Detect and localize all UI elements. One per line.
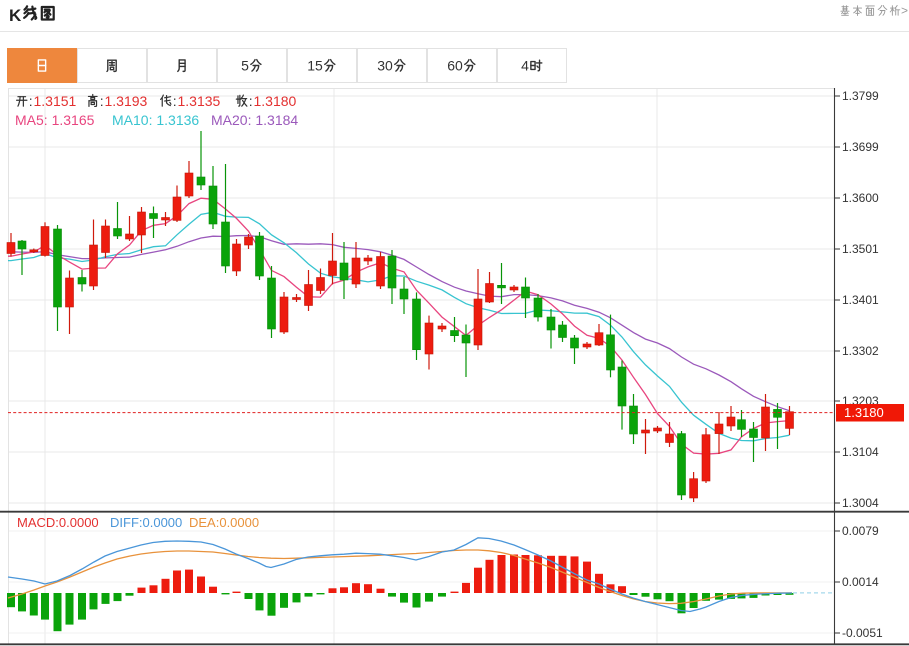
svg-text:0.0014: 0.0014 — [842, 575, 879, 589]
svg-text::: : — [100, 93, 104, 109]
svg-text:K: K — [9, 6, 22, 25]
svg-text:60: 60 — [447, 58, 463, 74]
svg-text::: : — [29, 93, 33, 109]
svg-text:-0.0051: -0.0051 — [842, 626, 883, 640]
svg-text:5: 5 — [241, 58, 249, 74]
svg-text:1.3600: 1.3600 — [842, 191, 879, 205]
svg-text:1.3004: 1.3004 — [842, 496, 879, 510]
svg-text:1.3302: 1.3302 — [842, 344, 879, 358]
svg-text:1.3135: 1.3135 — [178, 93, 221, 109]
svg-text::: : — [249, 93, 253, 109]
svg-text:1.3104: 1.3104 — [842, 445, 879, 459]
svg-text:1.3401: 1.3401 — [842, 293, 879, 307]
svg-text:1.3799: 1.3799 — [842, 89, 879, 103]
svg-text:30: 30 — [377, 58, 393, 74]
svg-text::: : — [173, 93, 177, 109]
svg-text:1.3180: 1.3180 — [254, 93, 297, 109]
svg-text:15: 15 — [307, 58, 323, 74]
svg-text:1.3699: 1.3699 — [842, 140, 879, 154]
svg-text:0.0079: 0.0079 — [842, 524, 879, 538]
svg-text:1.3501: 1.3501 — [842, 242, 879, 256]
svg-text:4: 4 — [521, 58, 529, 74]
svg-text:1.3151: 1.3151 — [34, 93, 77, 109]
svg-text:1.3193: 1.3193 — [105, 93, 148, 109]
svg-text:1.3180: 1.3180 — [844, 405, 884, 420]
svg-text:>: > — [901, 4, 908, 18]
